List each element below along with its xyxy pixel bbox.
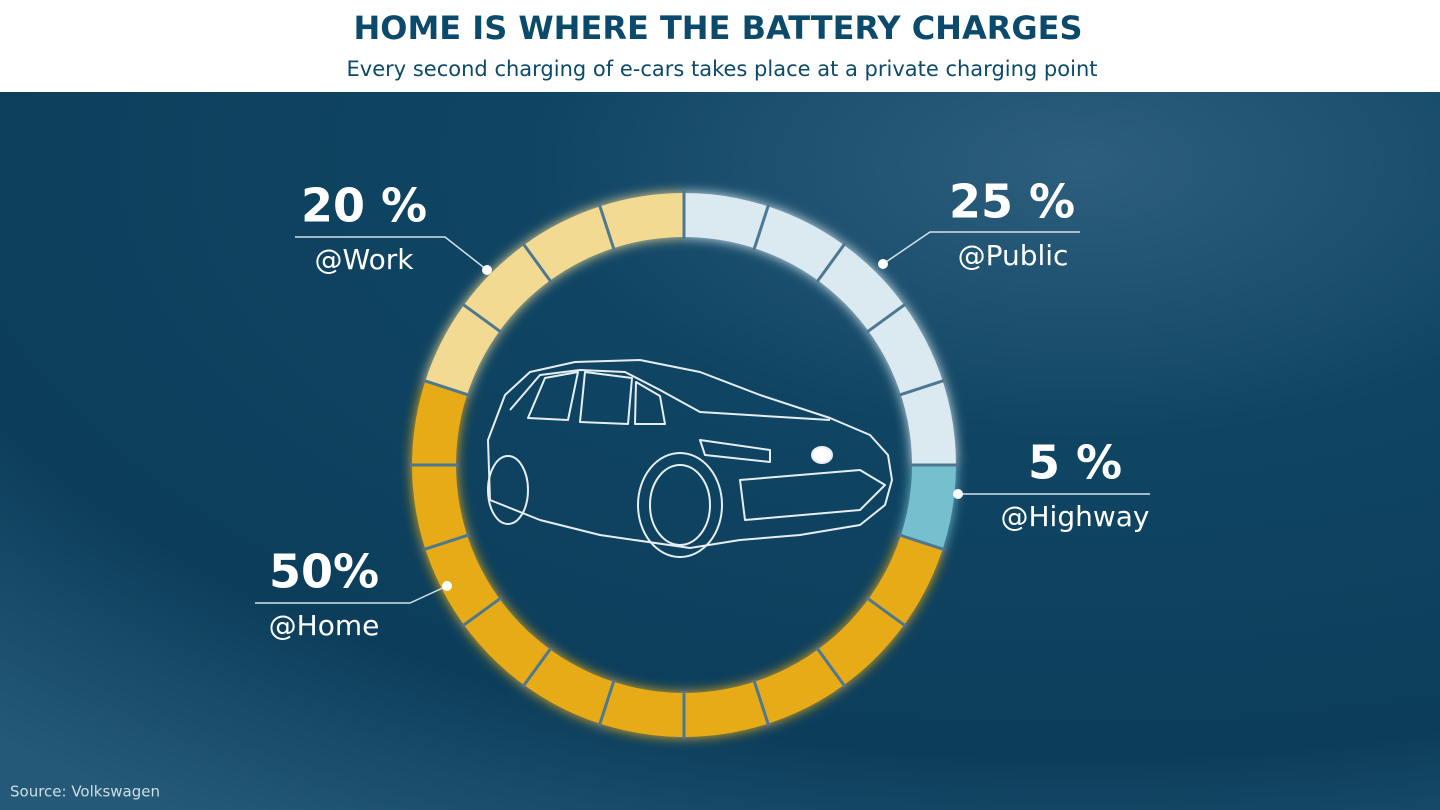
leader-dot [953, 489, 963, 499]
category-label: @Home [269, 609, 380, 642]
subtitle: Every second charging of e-cars takes pl… [347, 57, 1098, 81]
leader-dot [482, 265, 492, 275]
value-label: 5 % [1028, 436, 1122, 490]
donut-slice [900, 465, 956, 550]
segment-divider [461, 596, 503, 628]
segment-divider [752, 203, 771, 251]
category-label: @Public [958, 239, 1069, 272]
segment-divider [898, 533, 946, 552]
segment-divider [898, 378, 946, 397]
leader-line [295, 236, 488, 271]
segment-divider [521, 646, 553, 688]
title: HOME IS WHERE THE BATTERY CHARGES [353, 9, 1082, 47]
segment-divider [752, 679, 771, 727]
car-illustration [487, 359, 893, 558]
segment-divider [865, 302, 907, 334]
segment-divider [597, 203, 616, 251]
segment-divider [521, 242, 553, 284]
segment-divider [815, 646, 847, 688]
header [0, 0, 1440, 92]
value-label: 20 % [301, 179, 427, 233]
category-label: @Work [315, 243, 415, 276]
leader-line [255, 585, 448, 604]
donut-slice [684, 193, 956, 465]
segment-divider [597, 679, 616, 727]
segment-divider [422, 533, 470, 552]
leader-dot [878, 259, 888, 269]
donut-slice [411, 380, 943, 737]
source: Source: Volkswagen [10, 783, 160, 801]
leader-line [882, 231, 1080, 265]
segment-divider [461, 302, 503, 334]
category-label: @Highway [1001, 500, 1150, 533]
segment-divider [815, 242, 847, 284]
segment-divider [422, 378, 470, 397]
value-label: 25 % [949, 175, 1075, 229]
segment-divider [865, 596, 907, 628]
leader-dot [442, 581, 452, 591]
value-label: 50% [269, 545, 379, 599]
ring [410, 191, 958, 739]
donut-slice [425, 193, 684, 395]
